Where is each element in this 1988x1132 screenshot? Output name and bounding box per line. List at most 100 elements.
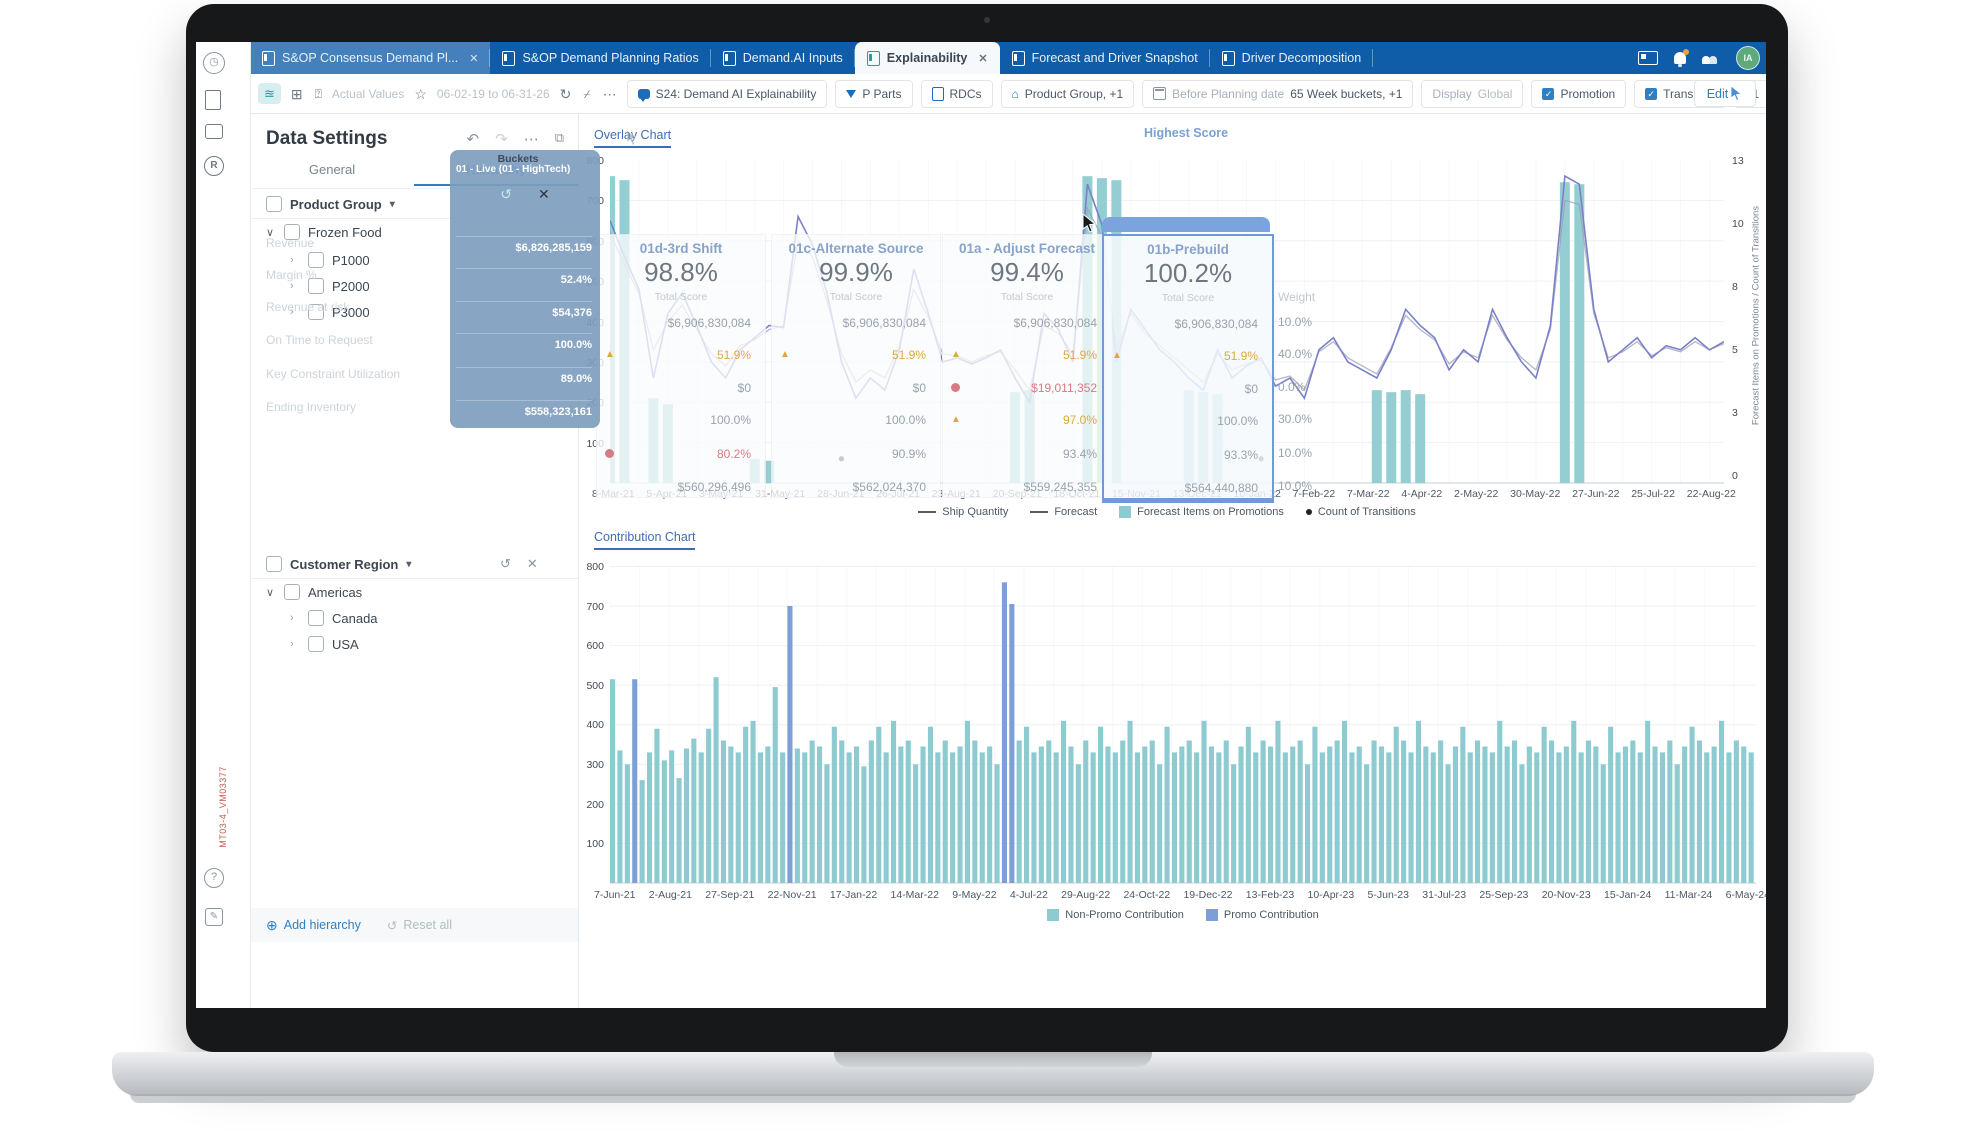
chip-promotion[interactable]: ✓ Promotion [1531,79,1627,108]
chevron-right-icon[interactable]: › [290,638,294,650]
checkbox[interactable] [308,278,324,294]
tab-s-op-consensus-demand-pl[interactable]: S&OP Consensus Demand Pl... ✕ [250,42,491,74]
undo-icon[interactable]: ↶ [466,131,480,148]
promo-contribution-bar [1001,582,1007,883]
help-icon[interactable]: ? [204,868,224,888]
scorecard-01c-alternate-source[interactable]: 01c-Alternate Source 99.9% Total Score $6,9… [771,234,941,498]
notification-dot [1683,49,1689,55]
section-header-customer-region[interactable]: Customer Region ▾ [266,556,411,572]
environment-tag: MT03-4_VM03377 [218,766,228,848]
scorecard-value: 93.3% [1223,448,1258,462]
help-circle-icon[interactable]: ⍰ [314,86,322,101]
tree-item-americas[interactable]: ∨ Americas [266,584,362,600]
chat-panel-icon[interactable] [205,124,223,139]
chip-65-week-buckets-1[interactable]: Before Planning date 65 Week buckets, +1 [1142,79,1414,108]
non-promo-contribution-bar [1571,720,1577,883]
close-icon[interactable]: ✕ [469,52,479,65]
scorecard-value: 51.9% [1062,348,1097,362]
panel-actions: ↶ ↷ ⋯ ⧉ [467,130,564,148]
tree-item-frozen-food[interactable]: ∨ Frozen Food [266,224,382,240]
scorecard-value: $0 [737,381,751,395]
chip-rdcs[interactable]: RDCs [920,79,993,108]
redo-icon[interactable]: ↷ [495,131,508,148]
non-promo-contribution-bar [1334,740,1340,883]
trend-icon[interactable]: ⌿ [583,86,591,101]
chevron-down-icon[interactable]: ∨ [266,226,275,239]
tree-item-p3000[interactable]: › P3000 [290,304,370,320]
tab-demand-ai-inputs[interactable]: Demand.AI Inputs [711,42,855,74]
open-in-new-icon[interactable]: ⧉ [554,130,564,145]
history-clock-icon[interactable]: ◷ [203,52,225,74]
avatar[interactable]: IA [1736,46,1760,70]
cards-icon[interactable] [1638,51,1658,65]
refresh-icon[interactable]: ↺ [500,186,512,202]
warning-triangle-icon: ▲ [951,349,961,360]
tree-item-p1000[interactable]: › P1000 [290,252,370,268]
non-promo-contribution-bar [1053,752,1059,883]
non-promo-contribution-bar [1423,746,1429,883]
tree-item-usa[interactable]: › USA [290,636,359,652]
x-axis-tick-label: 25-Sep-23 [1479,889,1529,901]
tree-item-p2000[interactable]: › P2000 [290,278,370,294]
add-hierarchy-button[interactable]: ⊕ Add hierarchy [266,916,361,933]
checkbox[interactable] [284,224,300,240]
chart-view-icon[interactable]: ≊ [258,83,281,104]
more-icon[interactable]: ⋯ [602,85,617,102]
chevron-right-icon[interactable]: › [290,254,294,266]
caret-down-icon[interactable]: ▾ [389,198,395,210]
checkbox[interactable] [284,584,300,600]
chip-product-group-1[interactable]: ⌂ Product Group, +1 [1000,79,1135,108]
reset-all-button[interactable]: ↺ Reset all [386,918,452,933]
close-icon[interactable]: ✕ [538,186,550,202]
checkbox[interactable] [308,636,324,652]
more-icon[interactable]: ⋯ [523,131,539,148]
checkbox[interactable] [266,556,282,572]
non-promo-contribution-bar [1704,752,1710,883]
tab-explainability[interactable]: Explainability ✕ [854,42,1000,74]
refresh-icon[interactable]: ↻ [559,85,572,102]
chevron-down-icon[interactable]: ∨ [266,586,275,599]
close-icon[interactable]: ✕ [526,556,538,571]
non-promo-contribution-bar [1208,746,1214,883]
checkbox[interactable] [308,610,324,626]
refresh-icon[interactable]: ↺ [500,556,511,571]
scorecard-01b-prebuild[interactable]: 01b-Prebuild 100.2% Total Score $6,906,830,… [1102,234,1274,503]
checkbox[interactable] [308,304,324,320]
document-icon[interactable] [205,90,221,110]
grid-icon[interactable]: ⊞ [290,85,303,102]
chevron-right-icon[interactable]: › [290,280,294,292]
left-icon-rail: ◷ R MT03-4_VM03377 ? ✎ [196,42,251,1008]
edit-pencil-icon[interactable]: ✎ [205,908,223,926]
scorecard-caption: Total Score [1161,292,1215,304]
star-icon[interactable]: ☆ [414,85,427,102]
close-icon[interactable]: ✕ [978,52,988,65]
tab-general[interactable]: General [308,162,356,177]
tree-item-canada[interactable]: › Canada [290,610,378,626]
chip-s24-demand-ai-explainability[interactable]: S24: Demand AI Explainability [626,79,828,108]
checkbox[interactable] [308,252,324,268]
section-header-product-group[interactable]: Product Group ▾ [266,196,395,212]
scorecard-01a-adjust-forecast[interactable]: 01a - Adjust Forecast 99.4% Total Score $6,… [942,234,1112,498]
non-promo-contribution-bar [1142,746,1148,883]
warning-triangle-icon: ▲ [951,414,961,425]
tab-forecast-and-driver-snapshot[interactable]: Forecast and Driver Snapshot [1000,42,1210,74]
chip-p-parts[interactable]: P Parts [835,79,913,108]
checkbox[interactable] [266,196,282,212]
contribution-chart-tab[interactable]: Contribution Chart [594,530,696,550]
r-plugin-icon[interactable]: R [204,156,224,176]
chevron-right-icon[interactable]: › [290,612,294,624]
caret-down-icon[interactable]: ▾ [406,558,412,570]
tab-driver-decomposition[interactable]: Driver Decomposition [1210,42,1374,74]
non-promo-contribution-bar [676,778,682,883]
bell-icon[interactable] [1674,49,1689,67]
non-promo-contribution-bar [1290,746,1296,883]
tab-s-op-demand-planning-ratios[interactable]: S&OP Demand Planning Ratios [490,42,711,74]
non-promo-contribution-bar [1482,746,1488,883]
users-icon[interactable] [1702,53,1720,64]
x-axis-tick-label: 29-Aug-22 [1061,889,1111,901]
chevron-right-icon[interactable]: › [290,306,294,318]
scorecard-01d-3rd-shift[interactable]: 01d-3rd Shift 98.8% Total Score $6,906,830,… [596,234,766,498]
chip-global[interactable]: Display Global [1421,79,1524,108]
laptop-base [112,1052,1874,1096]
edit-button[interactable]: Edit [1694,80,1756,107]
